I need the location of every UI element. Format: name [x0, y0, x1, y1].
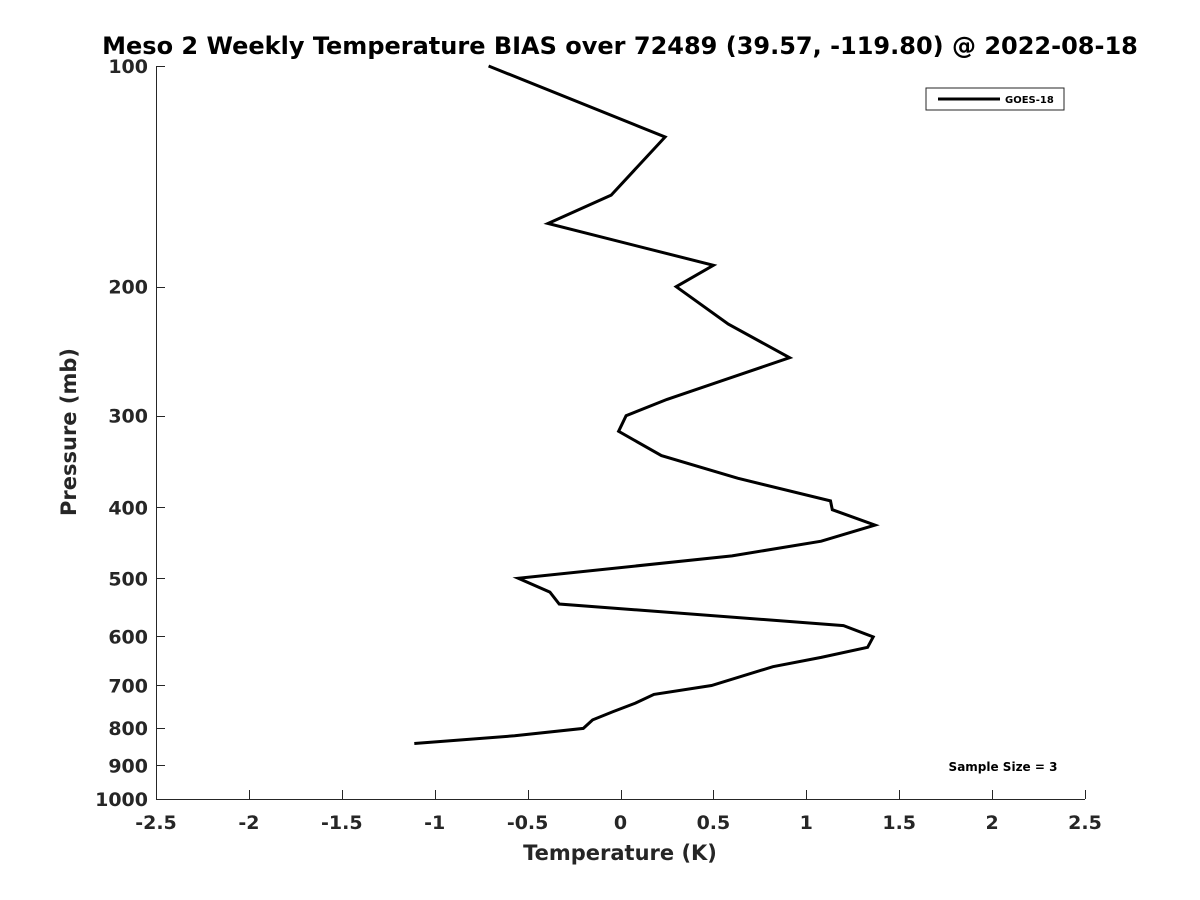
y-tick-label: 600: [108, 626, 148, 648]
x-ticks: -2.5 -2 -1.5 -1 -0.5 0 0.5 1 1.5 2 2.5: [135, 790, 1102, 834]
x-axis-label: Temperature (K): [523, 841, 717, 865]
y-tick-label: 100: [108, 56, 148, 78]
y-ticks: 100 200 300 400 500 600 700 800 900 1000: [95, 56, 165, 811]
x-tick-label: -2.5: [135, 812, 177, 834]
series-layer: [414, 64, 880, 745]
chart-title: Meso 2 Weekly Temperature BIAS over 7248…: [102, 32, 1138, 60]
x-tick-label: 0.5: [697, 812, 731, 834]
sample-size-note: Sample Size = 3: [949, 760, 1058, 774]
y-tick-label: 500: [108, 568, 148, 590]
x-tick-label: -0.5: [507, 812, 549, 834]
y-tick-label: 900: [108, 755, 148, 777]
x-tick-label: -1: [424, 812, 445, 834]
x-tick-label: 1: [800, 812, 813, 834]
x-tick-label: 2: [985, 812, 998, 834]
series-line-goes-18: [414, 64, 880, 745]
x-tick-label: -2: [238, 812, 259, 834]
x-tick-label: 1.5: [882, 812, 916, 834]
y-tick-label: 1000: [95, 789, 148, 811]
y-tick-label: 200: [108, 277, 148, 299]
y-tick-label: 400: [108, 497, 148, 519]
legend: GOES-18: [925, 87, 1065, 111]
plot-area: -2.5 -2 -1.5 -1 -0.5 0 0.5 1 1.5 2 2.5 100 200 300 40…: [95, 56, 1102, 834]
y-axis-label: Pressure (mb): [57, 348, 81, 516]
y-tick-label: 800: [108, 718, 148, 740]
x-tick-label: 2.5: [1068, 812, 1102, 834]
y-tick-label: 300: [108, 406, 148, 428]
y-tick-label: 700: [108, 675, 148, 697]
x-tick-label: 0: [614, 812, 627, 834]
x-tick-label: -1.5: [321, 812, 363, 834]
legend-label-goes-18: GOES-18: [1005, 95, 1054, 106]
